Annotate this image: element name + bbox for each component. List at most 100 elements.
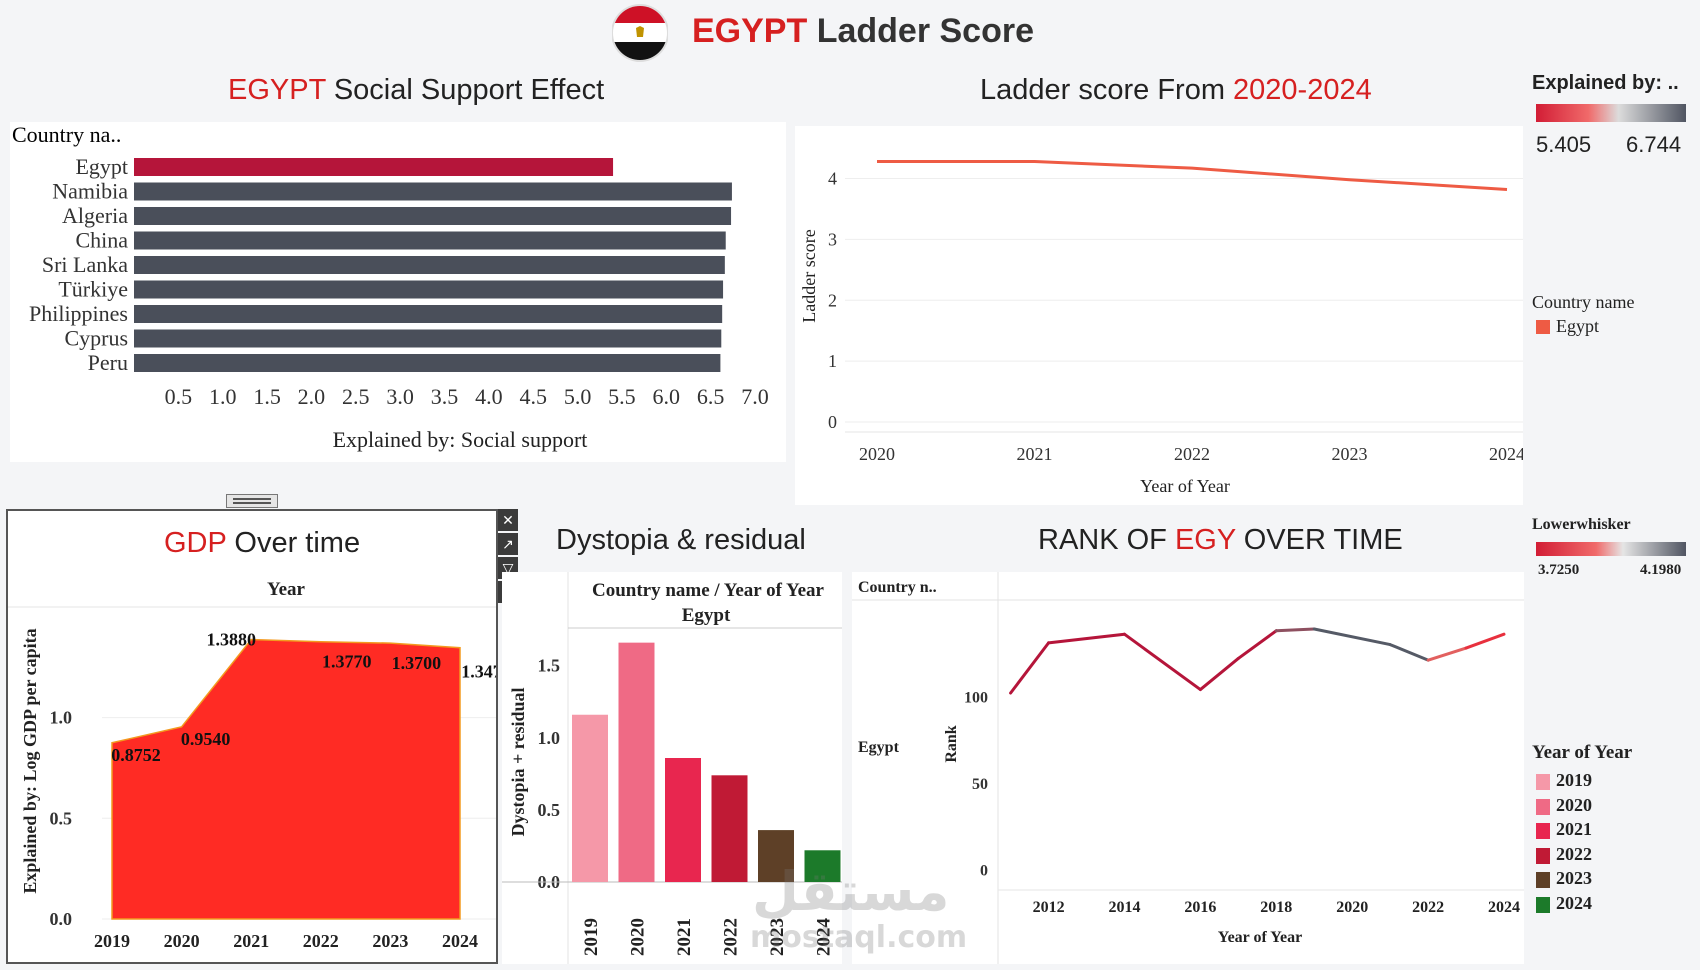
gdp-data-label: 1.3880 — [206, 629, 256, 649]
ss-bar-peru[interactable] — [134, 354, 721, 372]
legend-country-title: Country name — [1532, 292, 1635, 312]
ss-category-label: Türkiye — [58, 277, 128, 302]
legend-year-item[interactable]: 2019 — [1556, 770, 1592, 790]
ss-x-tick: 6.0 — [653, 384, 681, 409]
dys-bar-2020[interactable] — [618, 642, 655, 882]
legend-lowerwhisker-min: 3.7250 — [1538, 562, 1580, 578]
ss-x-tick: 2.5 — [342, 384, 370, 409]
legend-year-item[interactable]: 2022 — [1556, 843, 1592, 864]
rank-y-label: Rank — [943, 725, 960, 762]
ladder-y-label: Ladder score — [799, 229, 819, 322]
dys-bar-2021[interactable] — [665, 758, 701, 882]
ss-bar-china[interactable] — [134, 231, 726, 250]
external-link-icon[interactable]: ↗ — [498, 533, 518, 555]
ss-bar-sri-lanka[interactable] — [134, 256, 725, 274]
ladder-series-line[interactable] — [877, 159, 1508, 191]
close-icon[interactable]: ✕ — [498, 509, 518, 531]
rank-x-tick: 2022 — [1412, 899, 1444, 916]
social-support-svg: Country na.. EgyptNamibiaAlgeriaChinaSri … — [12, 122, 769, 452]
dys-bar-2019[interactable] — [572, 714, 608, 882]
ladder-x-tick: 2020 — [859, 444, 895, 464]
header: EGYPT Ladder Score — [612, 0, 1034, 66]
ss-bar-türkiye[interactable] — [134, 280, 724, 299]
rank-svg: Country n.. Egypt Rank 0 50 100 2012 2014 2016 20… — [852, 572, 1524, 964]
legend-year-swatch — [1536, 823, 1550, 839]
watermark-logo: مستقل — [752, 860, 950, 923]
legend-year-item[interactable]: 2020 — [1556, 794, 1592, 815]
legend-explained-title: Explained by: .. — [1532, 72, 1679, 94]
ss-x-tick: 1.0 — [209, 384, 237, 409]
ss-x-tick: 6.5 — [697, 384, 725, 409]
legend-country-item: Egypt — [1556, 316, 1599, 336]
rank-line-segment[interactable] — [1198, 656, 1240, 692]
ss-bar-philippines[interactable] — [134, 305, 723, 323]
dys-header-2: Egypt — [682, 605, 731, 626]
rank-line-segment[interactable] — [1047, 632, 1126, 645]
ss-x-tick: 3.0 — [386, 384, 414, 409]
rank-x-label: Year of Year — [1218, 929, 1302, 946]
ss-bar-namibia[interactable] — [134, 182, 732, 201]
watermark-text: mostaql.com — [750, 920, 968, 955]
gdp-x-tick: 2023 — [372, 931, 408, 951]
ladder-title: Ladder score From 2020-2024 — [980, 74, 1372, 106]
gdp-panel[interactable]: GDP Over time Year 0.0 0.5 1.0 0.8752 0.9540 1… — [6, 509, 498, 964]
rank-line-segment[interactable] — [1274, 627, 1316, 633]
gdp-data-label: 1.3770 — [322, 652, 372, 672]
header-title: Ladder Score — [807, 12, 1034, 50]
legend-lowerwhisker-gradient — [1536, 542, 1686, 556]
rank-line-segment[interactable] — [1426, 646, 1468, 662]
gdp-x-tick: 2021 — [233, 931, 269, 951]
gdp-drag-handle[interactable] — [226, 494, 278, 508]
egypt-flag-icon — [612, 4, 668, 62]
ladder-y-tick: 0 — [828, 412, 837, 432]
ladder-y-tick: 4 — [828, 169, 837, 189]
gdp-area[interactable] — [111, 638, 461, 920]
rank-x-tick: 2024 — [1488, 899, 1520, 916]
rank-line-segment[interactable] — [1122, 632, 1202, 692]
gdp-y-tick: 0.0 — [50, 909, 73, 929]
dys-bar-2022[interactable] — [711, 775, 748, 882]
ss-x-tick: 5.0 — [564, 384, 592, 409]
ss-bar-egypt[interactable] — [134, 158, 614, 176]
dys-bar-2024[interactable] — [804, 850, 841, 882]
gdp-x-tick: 2020 — [164, 931, 200, 951]
rank-x-tick: 2014 — [1108, 899, 1140, 916]
dys-y-tick: 1.5 — [538, 656, 561, 676]
ladder-x-tick: 2021 — [1017, 444, 1053, 464]
rank-line-segment[interactable] — [1388, 643, 1430, 662]
dys-bar-2023[interactable] — [758, 830, 794, 882]
dys-x-tick: 2019 — [581, 918, 602, 956]
rank-line-segment[interactable] — [1464, 632, 1506, 650]
legend-year-item[interactable]: 2024 — [1556, 892, 1592, 913]
ss-bar-cyprus[interactable] — [134, 329, 722, 348]
legend-year-swatch — [1536, 896, 1550, 913]
ss-x-tick: 2.0 — [298, 384, 326, 409]
ss-x-tick: 0.5 — [165, 384, 193, 409]
gdp-svg: Year 0.0 0.5 1.0 0.8752 0.9540 1.3880 1.3770 1.3… — [8, 579, 496, 951]
ss-category-label: Sri Lanka — [42, 252, 128, 277]
legend-explained-max: 6.744 — [1626, 132, 1682, 157]
gdp-y-tick: 1.0 — [50, 708, 73, 728]
legend-explained-gradient — [1536, 104, 1686, 122]
legend-year-item[interactable]: 2023 — [1556, 868, 1592, 888]
legend-year-item[interactable]: 2021 — [1556, 819, 1592, 839]
ss-category-label: Namibia — [52, 179, 128, 204]
dystopia-title: Dystopia & residual — [556, 524, 806, 556]
legend-lowerwhisker-title: Lowerwhisker — [1532, 516, 1631, 533]
rank-line-segment[interactable] — [1236, 629, 1278, 660]
rank-line-segment[interactable] — [1312, 627, 1392, 647]
gdp-y-label: Explained by: Log GDP per capita — [20, 628, 40, 893]
legend-country: Country name Egypt — [1530, 288, 1700, 348]
gdp-y-tick: 0.5 — [50, 808, 73, 828]
ss-bar-algeria[interactable] — [134, 207, 732, 225]
rank-y-tick: 100 — [964, 689, 988, 706]
ladder-x-label: Year of Year — [1140, 476, 1230, 496]
dys-x-tick: 2020 — [628, 918, 649, 956]
watermark: مستقل mostaql.com — [746, 860, 967, 960]
rank-line-segment[interactable] — [1009, 641, 1051, 695]
legend-lowerwhisker-max: 4.1980 — [1640, 562, 1682, 578]
rank-x-tick: 2016 — [1184, 899, 1216, 916]
ss-row-header: Country na.. — [12, 122, 121, 147]
rank-x-tick: 2018 — [1260, 899, 1292, 916]
dys-x-tick: 2022 — [721, 918, 742, 956]
